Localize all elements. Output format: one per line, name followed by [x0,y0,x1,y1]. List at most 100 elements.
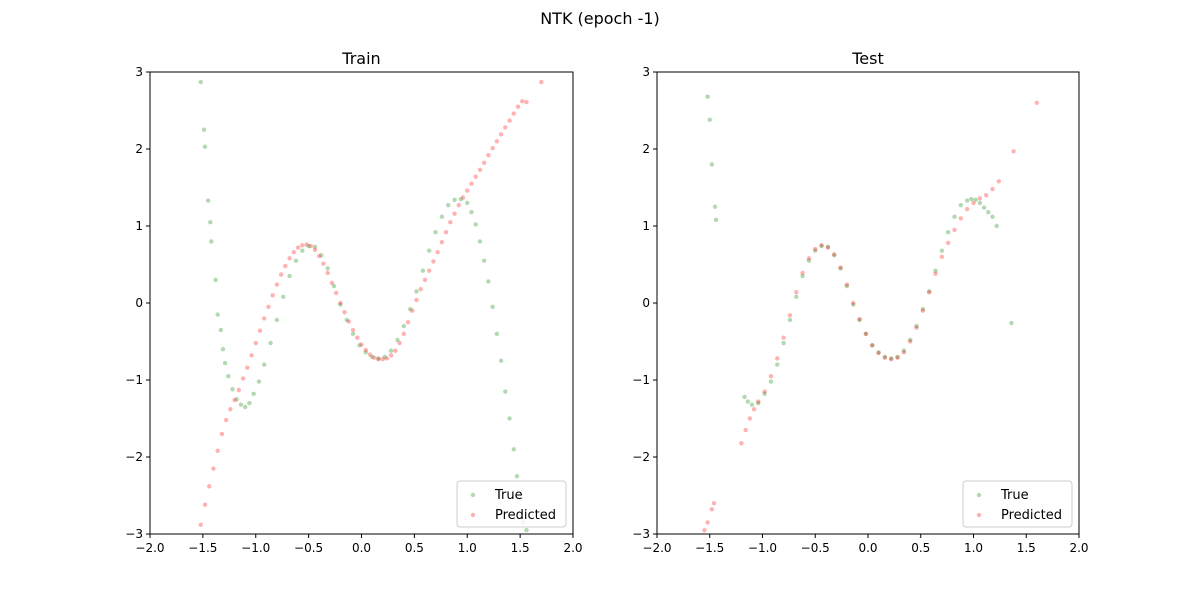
data-point [775,362,780,367]
data-point [933,271,938,276]
data-point [410,308,415,313]
data-point [876,350,881,356]
data-point [256,379,262,384]
data-point [274,282,280,287]
data-point [990,214,995,219]
y-tick-label: 1 [135,219,143,233]
data-point [376,357,381,362]
plot-frame [656,71,1080,535]
data-point [712,204,718,209]
data-point [477,167,483,172]
data-point [393,348,398,353]
test-chart: Test −2.0 −1.5 −1.0 −0.5 0.0 0.5 1.0 1.5 2.0 −3 −2 −… [632,49,1088,555]
data-point [215,312,220,317]
data-point [945,240,951,246]
y-tick-label: 3 [642,65,650,79]
data-point [739,440,744,446]
x-tick-label: 1.0 [458,541,477,555]
data-point [756,400,761,406]
data-point [213,277,218,283]
data-point [707,117,712,122]
y-tick-label: −2 [125,450,143,464]
data-point [426,268,432,273]
data-point [312,244,318,249]
data-point [503,125,508,130]
x-tick-label: −1.0 [748,541,777,555]
series-predicted [198,79,544,527]
data-point [794,294,799,300]
y-tick-label: −3 [632,527,650,541]
data-point [952,214,957,219]
data-point [317,253,322,259]
data-point [342,310,347,315]
chart-title: Test [851,49,884,68]
data-point [939,248,945,253]
y-tick-label: 2 [642,142,650,156]
data-point [300,243,305,248]
data-point [198,522,203,527]
data-point [819,243,824,248]
data-point [870,343,875,348]
data-point [977,196,983,201]
data-point [857,316,862,322]
data-point [870,343,875,348]
data-point [357,343,362,348]
data-point [209,239,214,244]
data-point [711,501,717,506]
data-point [762,391,767,397]
data-point [208,219,213,225]
data-point [507,416,512,421]
data-point [242,404,248,410]
data-point [232,397,237,403]
legend-box [962,480,1073,528]
data-point [914,325,919,330]
data-point [202,144,208,149]
data-point [201,127,207,132]
data-point [306,243,311,249]
y-tick-label: 1 [642,219,650,233]
data-point [473,174,478,179]
data-point [800,273,805,279]
data-point [705,94,710,99]
data-point [253,340,258,346]
data-point [745,399,750,404]
data-point [1009,320,1014,326]
data-point [958,203,964,208]
data-point [293,258,299,263]
data-point [926,289,932,294]
data-point [882,354,888,360]
data-point [964,198,970,203]
data-point [465,188,470,193]
train-chart: Train −2.0 −1.5 −1.0 −0.5 0.0 0.5 1.0 1.5 2.0 −3 −2… [125,49,582,555]
data-point [713,217,719,223]
data-point [270,293,275,298]
data-point [414,297,419,303]
x-tick-label: 1.5 [1017,541,1036,555]
data-point [851,300,856,306]
data-point [851,302,856,307]
data-point [245,365,250,370]
data-point [388,353,394,358]
data-point [751,407,757,412]
data-point [380,357,385,362]
data-point [952,227,957,233]
data-point [901,350,907,355]
data-point [222,360,228,366]
data-point [458,196,464,202]
data-point [211,466,216,471]
data-point [452,211,457,216]
legend-label: True [1000,488,1029,503]
data-point [908,339,913,344]
x-tick-label: 0.5 [405,541,424,555]
data-point [705,520,710,525]
data-point [876,350,881,355]
y-tick-label: −3 [125,527,143,541]
data-point [234,397,239,402]
data-point [825,245,831,250]
data-point [230,387,235,392]
data-point [226,373,231,379]
data-point [452,197,457,203]
data-point [268,340,273,346]
x-tick-label: −2.0 [135,541,164,555]
